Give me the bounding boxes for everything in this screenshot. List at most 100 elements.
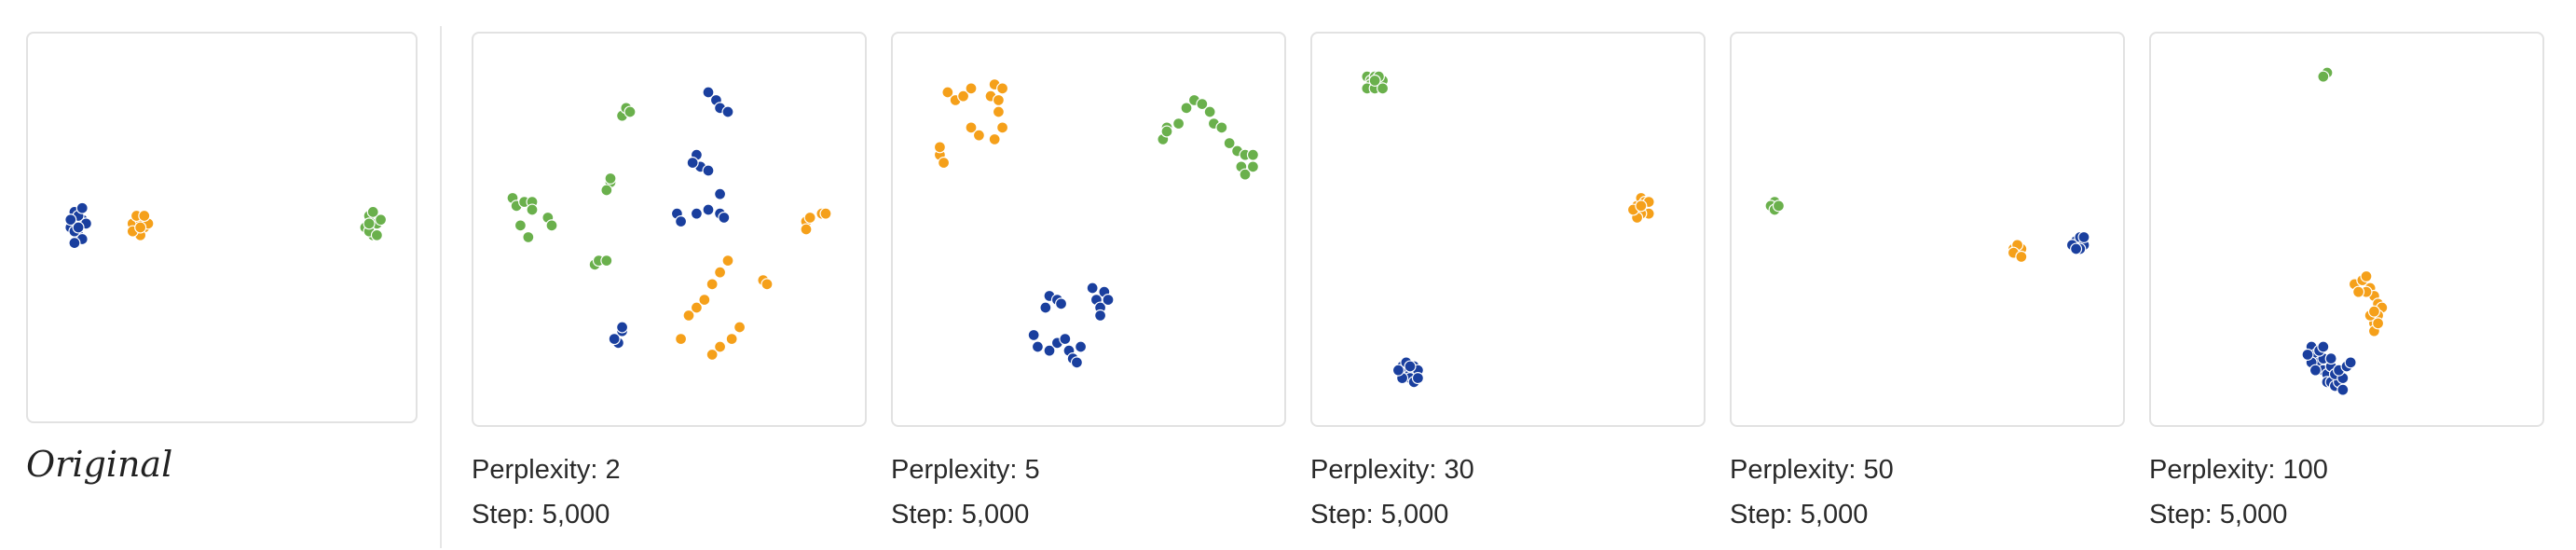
data-point [2015,250,2028,263]
data-point [803,211,816,224]
data-point [1246,160,1259,173]
data-point [2070,242,2083,255]
data-point [996,121,1009,134]
scatter-plot-perplexity-30 [1361,70,1655,389]
blue-cluster [2301,340,2357,396]
data-point [375,213,388,227]
data-point [714,340,727,353]
data-point [1039,301,1052,314]
data-point [933,141,946,154]
data-point [686,157,699,170]
data-point [68,237,81,250]
caption-perplexity-2: Perplexity: 2 Step: 5,000 [472,447,621,537]
data-point [72,221,85,234]
data-point [1160,125,1173,138]
panel-perplexity-2 [472,32,867,427]
data-point [75,201,89,214]
data-point [1055,297,1068,310]
green-cluster [359,205,388,241]
data-point [1180,102,1193,115]
data-point [366,205,379,218]
data-point [702,203,715,216]
data-point [1031,340,1044,353]
step-label: Step: 5,000 [1730,500,1869,529]
data-point [819,207,832,220]
scatter-plot-perplexity-2 [506,86,832,361]
data-point [1391,364,1404,377]
divider [440,26,442,548]
data-point [1043,344,1056,357]
data-point [2309,364,2322,377]
green-cluster [1157,93,1259,181]
data-point [64,213,77,227]
data-point [1059,333,1072,346]
data-point [965,82,978,95]
data-point [1027,328,1040,341]
data-point [714,266,727,279]
blue-cluster [64,201,92,250]
data-point [2317,70,2330,83]
data-point [1404,360,1417,373]
data-point [690,207,703,220]
caption-perplexity-100: Perplexity: 100 Step: 5,000 [2149,447,2328,537]
data-point [1411,372,1424,385]
data-point [760,278,774,291]
data-point [608,333,621,346]
data-point [996,82,1009,95]
data-point [600,184,613,197]
data-point [2317,340,2330,353]
orange-cluster [675,207,832,361]
data-point [370,228,383,241]
data-point [2301,348,2314,361]
data-point [1246,148,1259,161]
data-point [363,217,376,230]
blue-cluster [1391,356,1424,389]
data-point [1172,117,1185,131]
data-point [706,278,719,291]
data-point [1239,168,1252,181]
scatter-plot-perplexity-50 [1764,196,2090,263]
step-label: Step: 5,000 [891,500,1030,529]
data-point [957,89,970,103]
data-point [526,203,539,216]
data-point [2360,269,2373,282]
data-point [1635,199,1648,213]
data-point [1772,199,1785,213]
data-point [2324,352,2337,365]
perplexity-label: Perplexity: 2 [472,455,621,485]
data-point [2352,285,2365,298]
orange-cluster [1626,191,1655,224]
data-point [721,105,734,118]
data-point [992,93,1005,106]
data-point [604,172,617,185]
data-point [965,121,978,134]
data-point [682,309,695,322]
caption-perplexity-50: Perplexity: 50 Step: 5,000 [1730,447,1894,537]
data-point [1086,282,1099,295]
data-point [522,230,535,243]
green-cluster [2317,66,2334,83]
data-point [972,129,985,142]
blue-cluster [2065,230,2090,255]
data-point [1203,105,1216,118]
perplexity-label: Perplexity: 50 [1730,455,1894,485]
original-title: Original [26,444,173,485]
perplexity-label: Perplexity: 30 [1310,455,1474,485]
data-point [1368,74,1381,87]
orange-cluster [2348,269,2389,337]
data-point [718,211,731,224]
green-cluster [1361,70,1390,95]
data-point [690,301,703,314]
scatter-plot-perplexity-100 [2301,66,2389,396]
panel-perplexity-5 [891,32,1286,427]
data-point [725,333,738,346]
step-label: Step: 5,000 [1310,500,1449,529]
data-point [675,215,688,228]
data-point [2077,230,2090,243]
data-point [2372,317,2385,330]
panel-perplexity-100 [2149,32,2544,427]
data-point [600,254,613,268]
perplexity-label: Perplexity: 5 [891,455,1040,485]
data-point [545,219,558,232]
panel-perplexity-50 [1730,32,2125,427]
